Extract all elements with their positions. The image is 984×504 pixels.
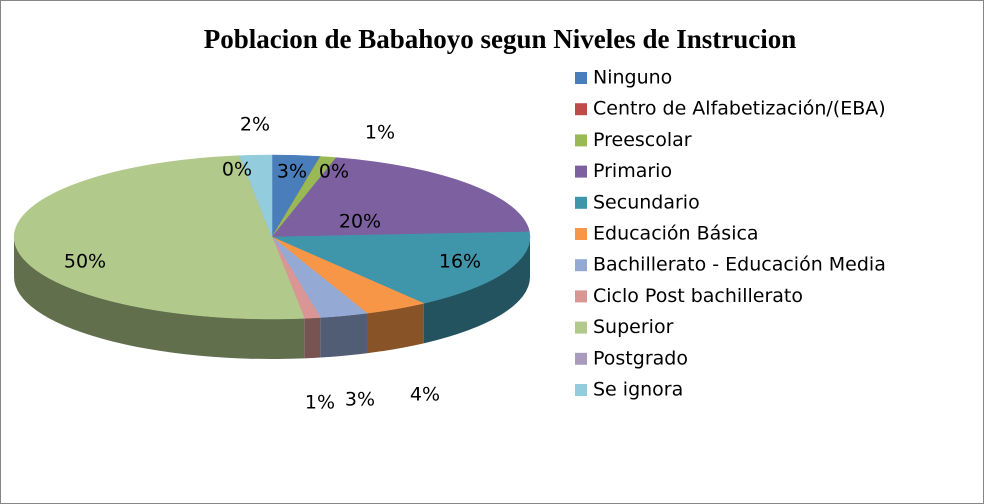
legend-swatch <box>575 72 587 84</box>
legend-swatch <box>575 228 587 240</box>
slice-side <box>423 237 530 344</box>
data-label: 50% <box>64 251 106 273</box>
legend-label: Se ignora <box>593 379 683 401</box>
slice <box>14 155 305 320</box>
legend-label: Postgrado <box>593 347 688 369</box>
legend-label: Ninguno <box>593 67 672 89</box>
data-label: 0% <box>319 161 349 183</box>
legend-label: Educación Básica <box>593 223 759 245</box>
legend-label: Superior <box>593 316 674 338</box>
legend-swatch <box>575 384 587 396</box>
legend-swatch <box>575 196 587 209</box>
data-label: 3% <box>345 389 375 411</box>
legend-label: Secundario <box>593 191 700 213</box>
slice <box>239 154 273 238</box>
legend-swatch <box>575 103 587 116</box>
slice-side <box>320 313 367 358</box>
slice-side <box>304 317 321 359</box>
legend-label: Bachillerato - Educación Media <box>593 254 886 276</box>
data-label: 16% <box>439 251 481 273</box>
legend-swatch <box>575 134 587 147</box>
legend-label: Preescolar <box>593 129 692 151</box>
slice <box>271 157 530 238</box>
legend-swatch <box>575 259 587 272</box>
slice-side <box>14 237 305 359</box>
legend-swatch <box>575 165 587 178</box>
legend-label: Primario <box>593 160 672 182</box>
legend-swatch <box>575 352 587 365</box>
legend-label: Ciclo Post bachillerato <box>593 285 803 307</box>
legend-swatch <box>575 290 587 303</box>
slice-side <box>366 303 424 354</box>
data-label: 1% <box>305 392 335 414</box>
data-label: 0% <box>222 159 252 181</box>
chart-title: Poblacion de Babahoyo segun Niveles de I… <box>204 24 797 54</box>
data-label: 1% <box>365 122 395 144</box>
legend-swatch <box>575 321 587 334</box>
data-label: 20% <box>339 211 381 233</box>
legend-label: Centro de Alfabetización/(EBA) <box>593 98 886 120</box>
data-label: 4% <box>410 384 440 406</box>
slice <box>271 231 531 304</box>
data-label: 2% <box>240 114 270 136</box>
data-label: 3% <box>277 161 307 183</box>
